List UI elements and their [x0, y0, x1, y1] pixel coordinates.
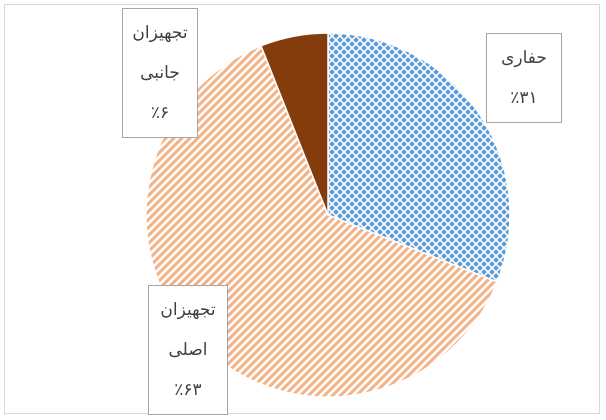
- category-label: تجهیزان جانبی: [132, 23, 188, 83]
- pie-slice: [260, 32, 329, 216]
- pie-slice: [327, 32, 511, 283]
- data-label: تجهیزان اصلی ٪۶۳: [148, 285, 228, 415]
- category-label: تجهیزان اصلی: [160, 300, 216, 360]
- category-label: حفاری: [501, 48, 547, 68]
- data-label: تجهیزان جانبی ٪۶: [122, 8, 198, 138]
- value-label: ٪۶: [150, 103, 170, 123]
- data-label: حفاری ٪۳۱: [486, 33, 562, 123]
- value-label: ٪۳۱: [510, 88, 538, 108]
- chart-frame: [4, 4, 600, 414]
- value-label: ٪۶۳: [174, 380, 202, 400]
